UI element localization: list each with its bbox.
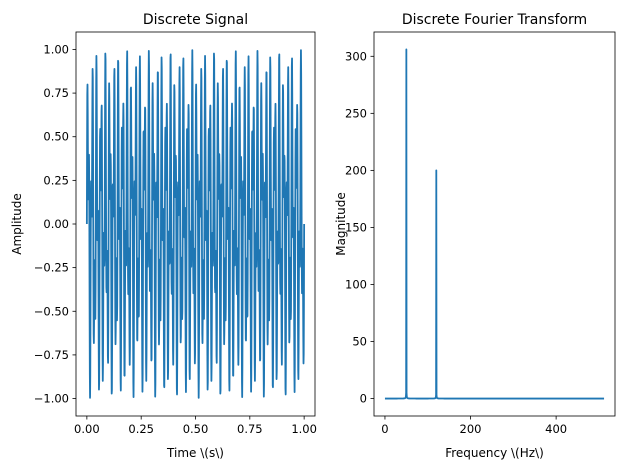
- dft-y-tick-label: 200: [345, 163, 367, 177]
- signal-y-tick-label: −0.50: [34, 304, 69, 318]
- signal-x-tick-label: 0.25: [128, 422, 154, 436]
- signal-y-tick-label: 0.75: [43, 86, 69, 100]
- signal-y-tick-label: −0.25: [34, 261, 69, 275]
- signal-x-tick-label: 0.50: [183, 422, 209, 436]
- dft-y-label: Magnitude: [334, 192, 348, 256]
- signal-y-tick-label: 0.00: [43, 217, 69, 231]
- dft-x-tick-label: 200: [460, 422, 482, 436]
- signal-y-tick-label: 0.25: [43, 173, 69, 187]
- signal-y-tick-label: −0.75: [34, 348, 69, 362]
- signal-y-label: Amplitude: [10, 193, 24, 255]
- dft-x-label: Frequency \(Hz\): [445, 446, 544, 460]
- signal-x-label: Time \(s\): [166, 446, 224, 460]
- dft-y-tick-label: 100: [345, 277, 367, 291]
- signal-x-tick-label: 1.00: [291, 422, 317, 436]
- dft-x-ticks: 0 200 400: [381, 416, 567, 436]
- signal-title: Discrete Signal: [143, 12, 248, 28]
- signal-y-tick-label: 1.00: [43, 42, 69, 56]
- dft-title: Discrete Fourier Transform: [402, 12, 587, 28]
- dft-y-ticks: 0 50 100 150 200 250 300: [345, 49, 374, 406]
- signal-x-ticks: 0.00 0.25 0.50 0.75 1.00: [74, 416, 317, 436]
- dft-y-tick-label: 50: [352, 335, 367, 349]
- dft-axes: 0 200 400 0 50 100 150 200 250 300 Discrete Four…: [334, 12, 616, 460]
- signal-x-tick-label: 0.00: [74, 422, 100, 436]
- dft-line: [384, 48, 605, 400]
- signal-y-tick-label: 0.50: [43, 130, 69, 144]
- dft-y-tick-label: 150: [345, 220, 367, 234]
- dft-x-tick-label: 0: [381, 422, 388, 436]
- signal-series: [85, 49, 306, 399]
- signal-x-tick-label: 0.75: [237, 422, 263, 436]
- signal-y-ticks: −1.00 −0.75 −0.50 −0.25 0.00 0.25 0.50 0.75 1.00: [34, 42, 76, 406]
- signal-y-tick-label: −1.00: [34, 392, 69, 406]
- dft-axes-frame: [373, 31, 616, 417]
- signal-line: [85, 49, 306, 399]
- dft-y-tick-label: 250: [345, 106, 367, 120]
- signal-axes: 0.00 0.25 0.50 0.75 1.00 −1.00 −0.75 −0.50 −0.2…: [10, 12, 317, 460]
- dft-y-tick-label: 0: [360, 392, 367, 406]
- dft-y-tick-label: 300: [345, 49, 367, 63]
- dft-x-tick-label: 400: [545, 422, 567, 436]
- dft-series: [384, 48, 605, 400]
